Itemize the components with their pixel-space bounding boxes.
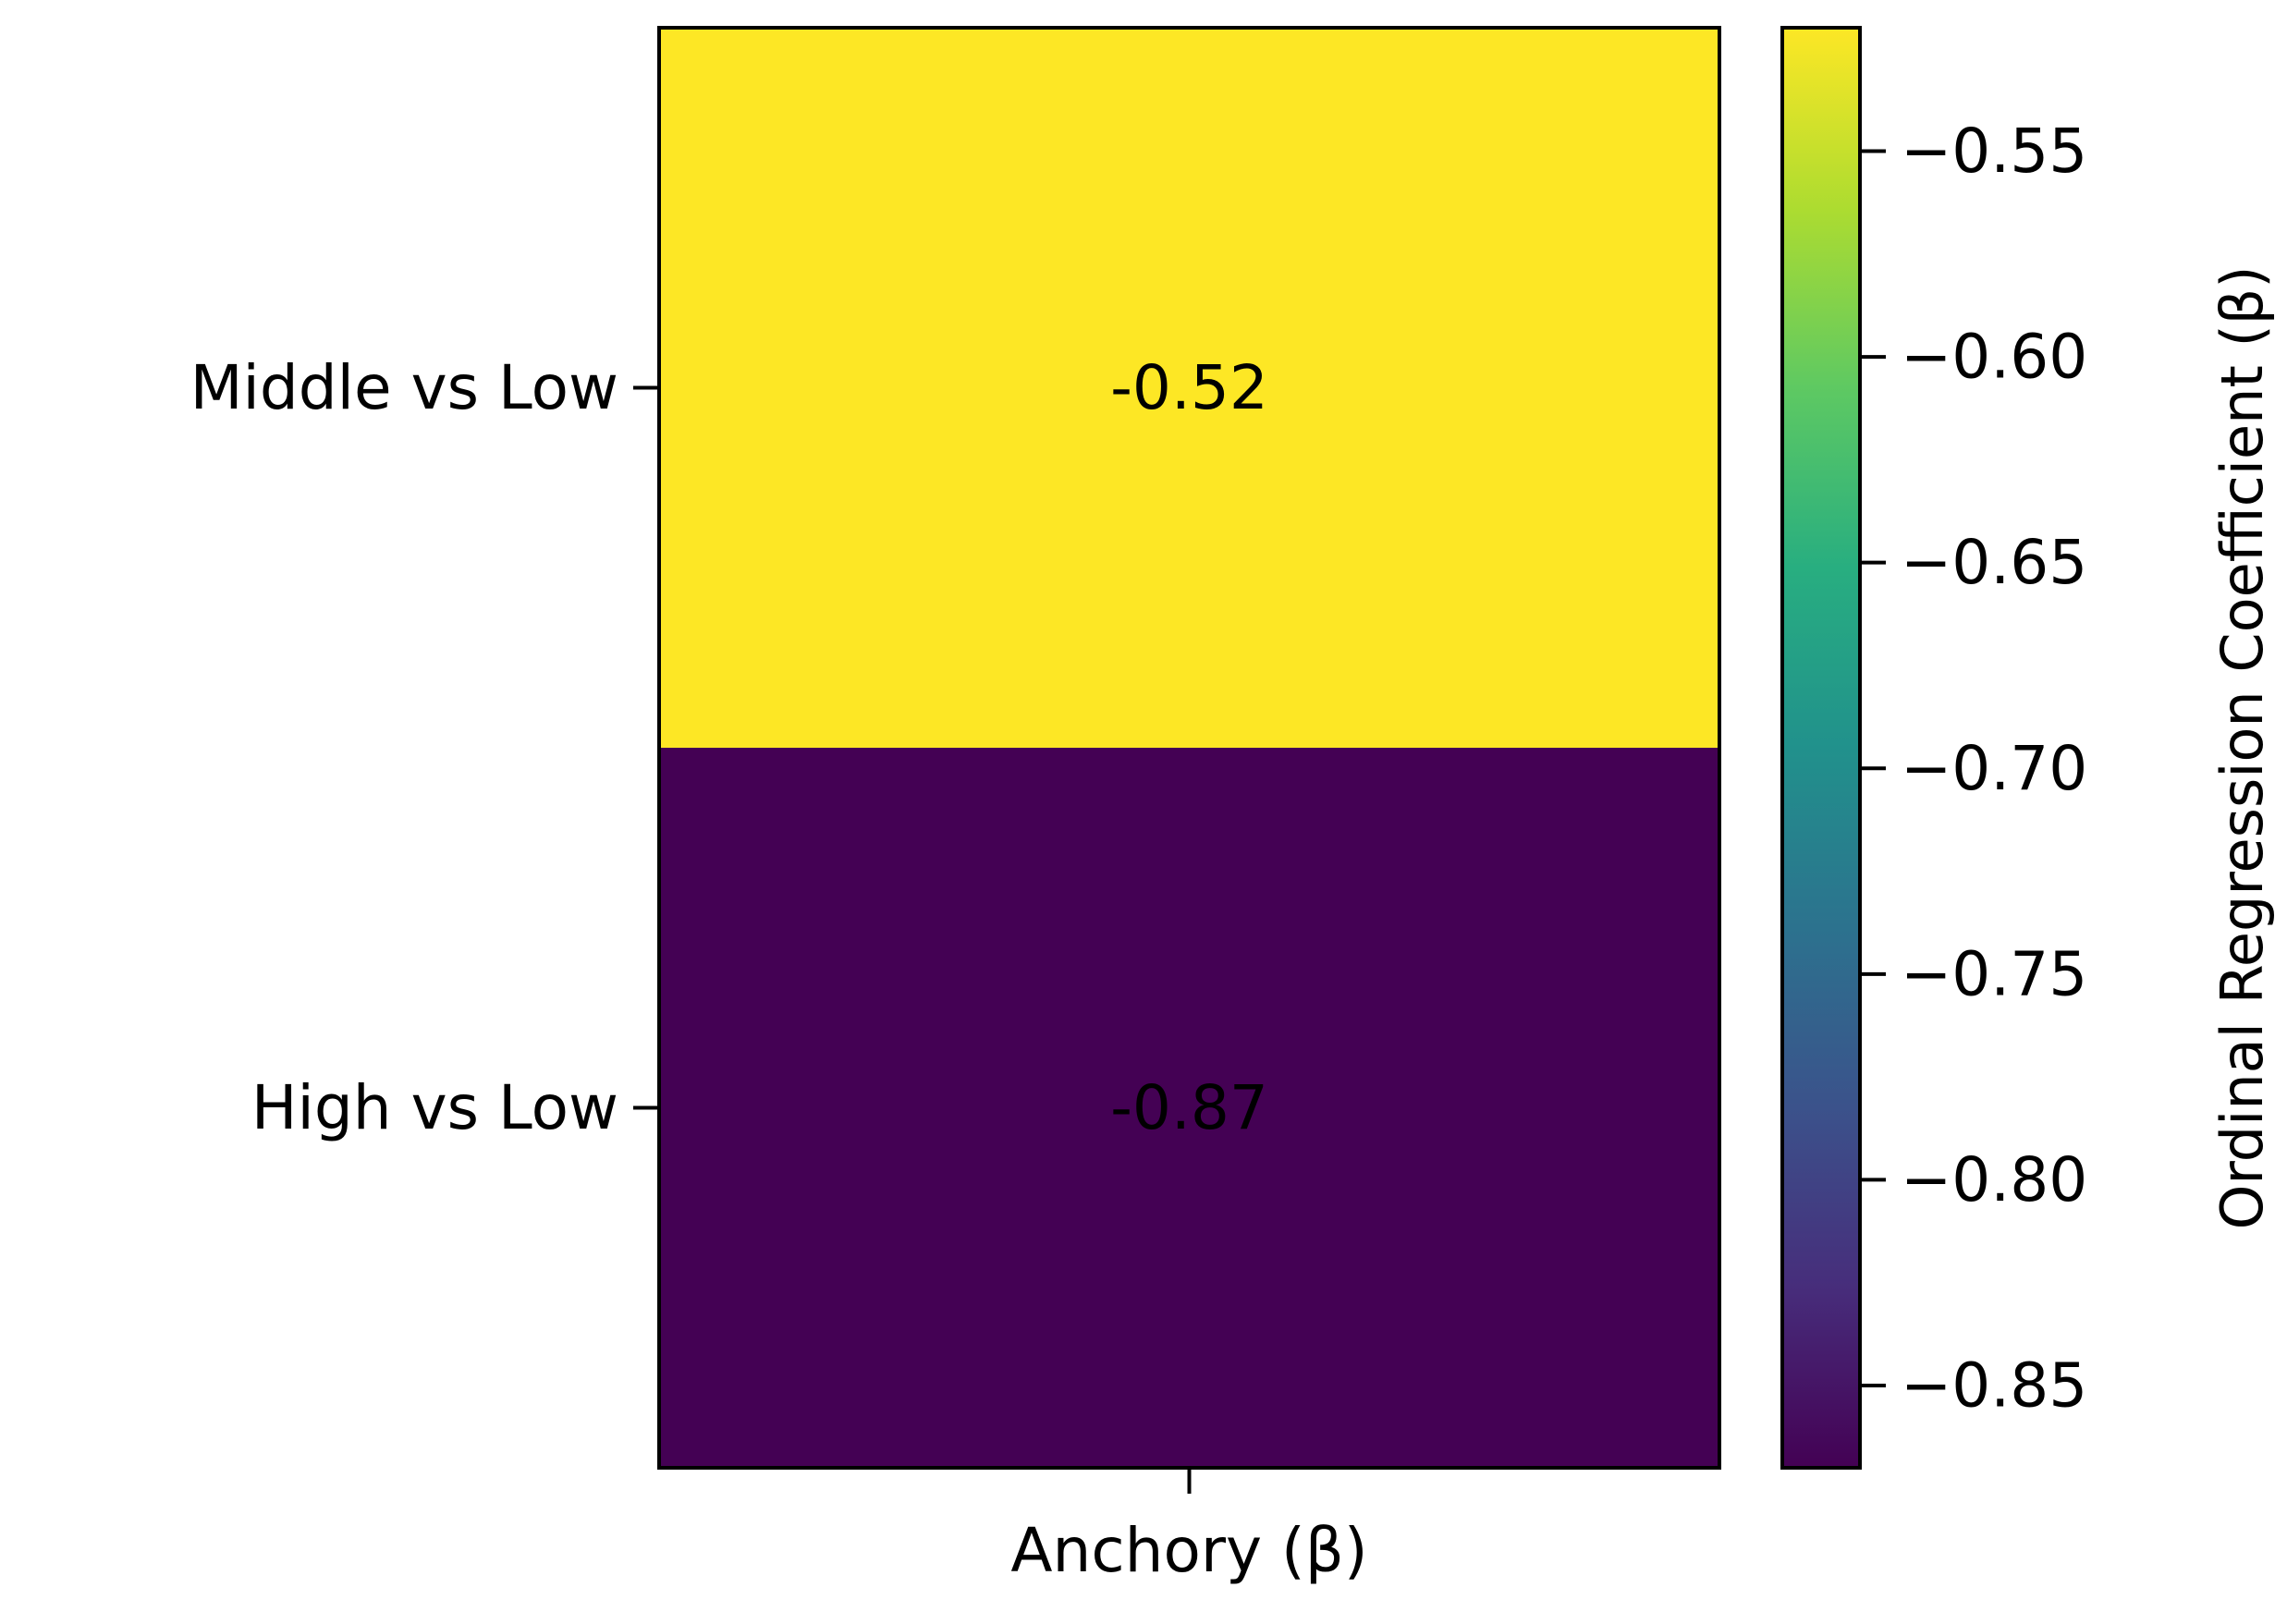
colorbar-tick-label: −0.60 [1901,322,2087,393]
x-axis: Anchory (β) [1010,1468,1368,1586]
colorbar-ticks: −0.55 −0.60 −0.65 −0.70 −0.75 −0.80 −0.85 [1860,116,2087,1421]
colorbar-tick-label: −0.80 [1901,1144,2087,1215]
x-tick-label: Anchory (β) [1010,1515,1367,1586]
colorbar-tick-label: −0.65 [1901,527,2087,598]
heatmap-cell-labels: -0.52 -0.87 [1110,352,1268,1143]
colorbar-label: Ordinal Regression Coefficient (β) [2208,266,2275,1230]
cell-value-label: -0.87 [1110,1072,1268,1143]
colorbar [1780,26,1862,1470]
y-tick-label: Middle vs Low [190,352,618,423]
colorbar-tick-label: −0.70 [1901,733,2087,804]
heatmap-cell [659,748,1719,1468]
heatmap-cells [659,28,1719,1468]
heatmap-cell [659,28,1719,748]
colorbar-tick-label: −0.75 [1901,938,2087,1009]
y-tick-label: High vs Low [251,1072,618,1143]
colorbar-tick-label: −0.85 [1901,1349,2087,1421]
cell-value-label: -0.52 [1110,352,1268,423]
y-axis: Middle vs Low High vs Low [190,352,659,1143]
colorbar-tick-label: −0.55 [1901,116,2087,187]
